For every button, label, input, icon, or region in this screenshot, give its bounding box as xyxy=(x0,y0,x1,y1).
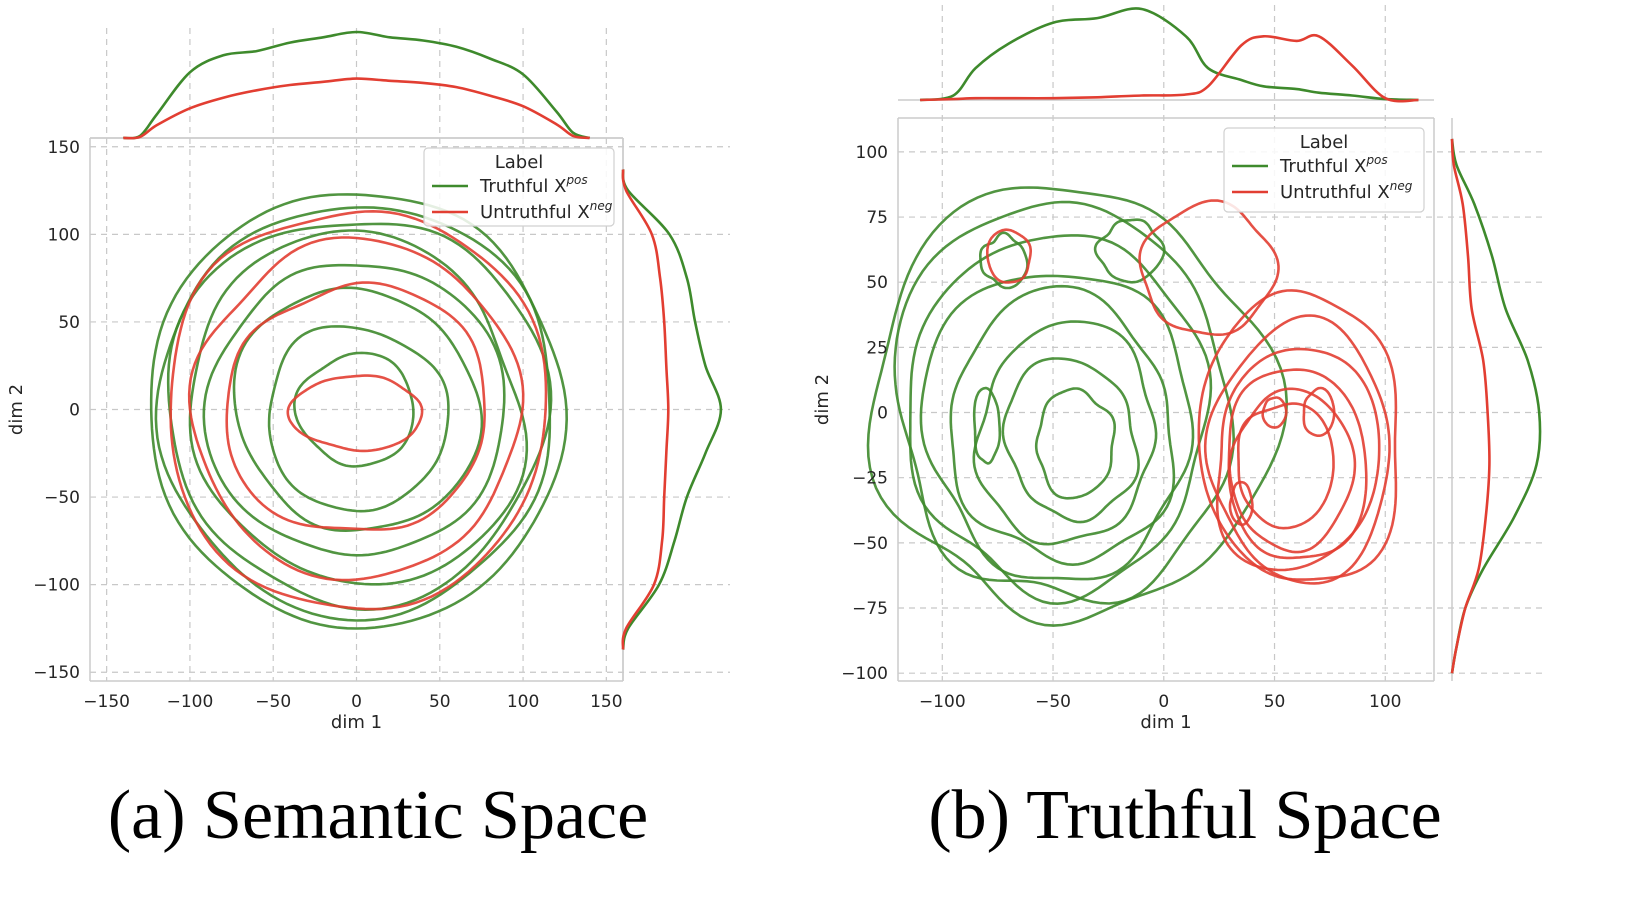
x-tick-label: 100 xyxy=(1369,692,1401,712)
truthful-contour xyxy=(267,325,450,513)
y-tick-label: 100 xyxy=(48,225,80,245)
untruthful-contour xyxy=(986,228,1032,284)
x-tick-label: 150 xyxy=(590,692,622,712)
y-tick-label: −100 xyxy=(841,664,888,684)
untruthful-contour xyxy=(169,209,548,611)
untruthful-contour xyxy=(1237,402,1335,530)
untruthful-contour xyxy=(1203,314,1391,585)
legend-label-truthful-b: Truthful Xpos xyxy=(1279,153,1388,177)
x-tick-labels-a: −150 −100 −50 0 50 100 150 xyxy=(83,692,622,712)
untruthful-contours-b xyxy=(986,199,1398,585)
truthful-contour xyxy=(972,320,1158,546)
legend-frame-a xyxy=(423,147,615,227)
truthful-contour xyxy=(232,286,484,533)
untruthful-contour xyxy=(286,374,424,453)
y-tick-label: 0 xyxy=(877,404,888,424)
x-tick-label: −50 xyxy=(1035,692,1071,712)
y-tick-label: 50 xyxy=(58,313,80,333)
y-axis-label-b: dim 2 xyxy=(812,374,833,425)
y-axis-label-a: dim 2 xyxy=(6,384,27,435)
caption-a: (a) Semantic Space xyxy=(108,777,648,854)
x-tick-label: 50 xyxy=(1264,692,1286,712)
y-tick-labels-a: −150 −100 −50 0 50 100 150 xyxy=(33,138,80,683)
legend-label-untruthful-a: Untruthful Xneg xyxy=(480,199,613,223)
truthful-contour xyxy=(893,200,1236,605)
truthful-contour xyxy=(979,231,1029,290)
truthful-contour xyxy=(154,206,552,622)
x-axis-label-a: dim 1 xyxy=(331,712,382,733)
grid-lines-a xyxy=(90,28,730,681)
y-tick-label: 75 xyxy=(866,208,888,228)
x-tick-label: 50 xyxy=(429,692,451,712)
y-tick-labels-b: −100 −75 −50 −25 0 25 50 75 100 xyxy=(841,143,888,684)
truthful-marginal-x-curve xyxy=(919,7,1419,102)
truthful-contour xyxy=(919,274,1195,581)
marginal-x-a xyxy=(123,30,591,140)
legend-label-untruthful-b: Untruthful Xneg xyxy=(1280,179,1413,203)
y-tick-label: 25 xyxy=(866,338,888,358)
truthful-contour xyxy=(866,186,1289,627)
untruthful-contour xyxy=(1227,368,1368,560)
untruthful-contour xyxy=(1302,386,1336,437)
truthful-marginal-x-curve xyxy=(123,30,591,140)
legend-frame-b xyxy=(1223,127,1425,213)
legend-a: Label Truthful Xpos Untruthful Xneg xyxy=(423,147,615,227)
untruthful-marginal-x-curve xyxy=(920,33,1419,103)
truthful-contour xyxy=(1001,357,1140,524)
truthful-contour xyxy=(908,234,1213,606)
untruthful-contour xyxy=(1138,199,1280,336)
x-tick-label: 0 xyxy=(351,692,362,712)
x-tick-label: 0 xyxy=(1158,692,1169,712)
y-tick-label: −25 xyxy=(852,469,888,489)
untruthful-marginal-y-curve xyxy=(621,169,670,650)
marginal-y-b xyxy=(1450,138,1542,674)
y-tick-label: 150 xyxy=(48,138,80,158)
legend-b: Label Truthful Xpos Untruthful Xneg xyxy=(1223,127,1425,213)
y-tick-label: 0 xyxy=(69,401,80,421)
legend-label-truthful-a: Truthful Xpos xyxy=(479,173,588,197)
panel-truthful-space: −100 −50 0 50 100 −100 −75 −50 −25 0 25 50 75 100 di… xyxy=(812,5,1545,854)
y-tick-label: −50 xyxy=(852,534,888,554)
y-tick-label: 100 xyxy=(856,143,888,163)
marginal-y-a xyxy=(621,169,723,650)
untruthful-contours-a xyxy=(169,209,548,611)
y-tick-label: −75 xyxy=(852,599,888,619)
untruthful-marginal-x-curve xyxy=(123,77,590,140)
caption-b: (b) Truthful Space xyxy=(928,777,1441,854)
x-axis-label-b: dim 1 xyxy=(1140,712,1191,733)
x-tick-label: −100 xyxy=(919,692,966,712)
y-tick-label: −100 xyxy=(33,576,80,596)
axes-frame-a xyxy=(89,137,624,682)
truthful-contours-b xyxy=(866,186,1289,627)
y-tick-label: −50 xyxy=(44,488,80,508)
legend-title-b: Label xyxy=(1300,132,1349,153)
truthful-contour xyxy=(202,263,506,557)
x-tick-label: 100 xyxy=(507,692,539,712)
truthful-marginal-y-curve xyxy=(621,169,723,650)
y-tick-label: −150 xyxy=(33,663,80,683)
truthful-contour xyxy=(292,351,415,468)
panel-semantic-space: −150 −100 −50 0 50 100 150 −150 −100 −50 0 50 100 15… xyxy=(6,28,730,854)
truthful-contour xyxy=(1093,218,1166,284)
legend-title-a: Label xyxy=(495,152,544,173)
untruthful-marginal-y-curve xyxy=(1450,138,1491,674)
x-tick-label: −150 xyxy=(83,692,130,712)
truthful-contour xyxy=(972,386,1002,465)
y-tick-label: 50 xyxy=(866,273,888,293)
truthful-contour xyxy=(1034,387,1117,500)
untruthful-contour xyxy=(187,236,525,582)
untruthful-contour xyxy=(1197,289,1398,581)
untruthful-contour xyxy=(225,281,486,531)
x-tick-label: −50 xyxy=(255,692,291,712)
untruthful-contour xyxy=(1215,347,1381,572)
x-tick-label: −100 xyxy=(167,692,214,712)
marginal-x-b xyxy=(919,7,1419,103)
truthful-contour xyxy=(949,284,1176,567)
truthful-contours-a xyxy=(149,193,569,630)
x-tick-labels-b: −100 −50 0 50 100 xyxy=(919,692,1402,712)
